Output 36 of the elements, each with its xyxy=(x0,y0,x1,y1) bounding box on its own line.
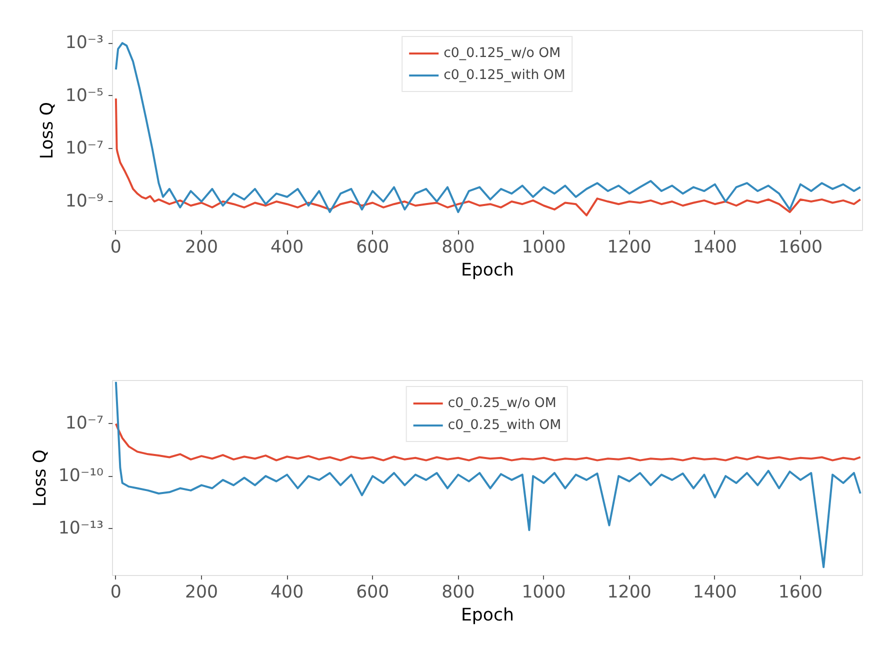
y-tick-label: 10⁻⁷ xyxy=(65,414,104,434)
x-tick-label: 1400 xyxy=(692,238,737,258)
x-tick-label: 0 xyxy=(110,238,122,258)
x-tick-label: 400 xyxy=(270,238,304,258)
y-tick-label: 10⁻¹⁰ xyxy=(58,466,104,486)
y-axis-title: Loss Q xyxy=(37,102,58,160)
x-tick-label: 1400 xyxy=(692,582,737,602)
legend-label: c0_0.125_w/o OM xyxy=(444,46,561,60)
x-tick-label: 800 xyxy=(442,582,475,602)
x-axis-title: Epoch xyxy=(460,606,514,626)
x-tick-label: 1000 xyxy=(522,238,566,258)
legend-label: c0_0.25_with OM xyxy=(448,418,562,432)
y-tick-label: 10⁻⁷ xyxy=(65,138,104,159)
y-axis-title: Loss Q xyxy=(30,449,50,507)
line-series xyxy=(114,42,862,214)
y-tick-label: 10⁻¹³ xyxy=(58,518,104,538)
legend-label: c0_0.25_w/o OM xyxy=(448,396,556,410)
x-axis-title: Epoch xyxy=(460,260,514,280)
x-tick-label: 200 xyxy=(184,582,218,602)
y-tick-label: 10⁻⁹ xyxy=(65,192,104,212)
y-tick-label: 10⁻³ xyxy=(65,33,104,54)
x-tick-label: 1200 xyxy=(607,582,652,602)
x-tick-label: 200 xyxy=(184,238,218,258)
x-tick-label: 600 xyxy=(356,582,390,602)
x-tick-label: 1600 xyxy=(778,238,823,258)
x-tick-label: 1000 xyxy=(522,582,566,602)
line-series xyxy=(114,97,862,216)
x-tick-label: 1600 xyxy=(778,582,823,602)
x-tick-label: 600 xyxy=(356,238,390,258)
x-tick-label: 1200 xyxy=(607,238,652,258)
x-tick-label: 800 xyxy=(442,238,475,258)
line-series xyxy=(114,380,862,568)
x-tick-label: 400 xyxy=(270,582,304,602)
x-tick-label: 0 xyxy=(110,582,122,602)
legend-label: c0_0.125_with OM xyxy=(444,68,566,82)
y-tick-label: 10⁻⁵ xyxy=(65,86,104,106)
